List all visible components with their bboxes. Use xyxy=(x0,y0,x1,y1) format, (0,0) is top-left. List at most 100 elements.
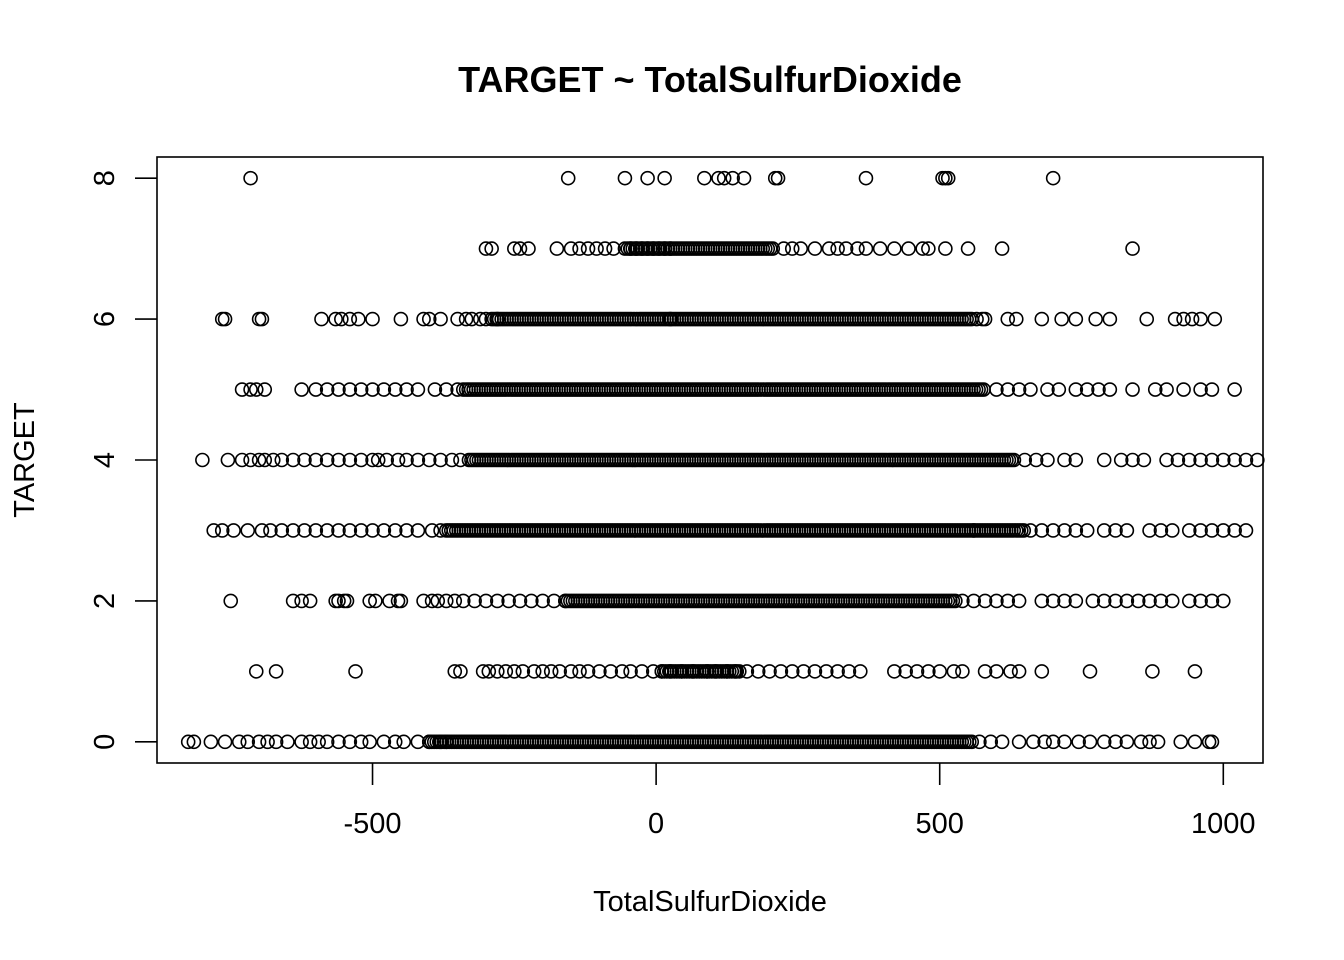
data-point xyxy=(203,734,219,750)
data-point xyxy=(1000,593,1016,609)
data-point xyxy=(268,734,284,750)
data-point xyxy=(302,734,318,750)
data-point xyxy=(560,170,576,186)
data-point xyxy=(1204,382,1220,397)
data-point xyxy=(858,170,874,186)
data-point xyxy=(368,593,383,609)
data-point xyxy=(444,452,460,468)
data-point xyxy=(793,241,809,256)
data-point xyxy=(1216,452,1231,468)
data-point xyxy=(1045,593,1061,609)
data-point xyxy=(433,311,448,327)
data-point xyxy=(1125,241,1140,256)
data-point xyxy=(977,311,993,327)
data-point xyxy=(410,382,426,397)
data-point xyxy=(331,593,346,609)
data-point xyxy=(850,241,865,256)
x-tick-label: -500 xyxy=(344,808,402,840)
data-point xyxy=(1085,593,1101,609)
data-point xyxy=(348,664,363,679)
data-point xyxy=(1216,523,1231,538)
data-point xyxy=(1108,523,1123,538)
data-point xyxy=(243,452,258,468)
data-point xyxy=(342,382,358,397)
data-point xyxy=(433,452,448,468)
data-point xyxy=(976,382,991,397)
data-point xyxy=(1054,311,1069,327)
data-point xyxy=(475,664,491,679)
data-point xyxy=(1216,593,1231,609)
data-point xyxy=(1181,452,1197,468)
data-point xyxy=(438,593,454,609)
data-point xyxy=(830,664,845,679)
data-point xyxy=(1227,452,1242,468)
data-point xyxy=(725,170,740,186)
data-point xyxy=(1011,664,1027,679)
data-point xyxy=(319,452,335,468)
data-point xyxy=(563,241,579,256)
data-point xyxy=(1193,311,1208,327)
data-point xyxy=(399,452,414,468)
data-point xyxy=(342,734,358,750)
data-point xyxy=(351,311,366,327)
data-point xyxy=(977,593,993,609)
data-point xyxy=(1193,382,1208,397)
data-point xyxy=(410,523,426,538)
data-point xyxy=(1034,523,1050,538)
data-point xyxy=(472,311,488,327)
data-point xyxy=(989,593,1004,609)
data-point xyxy=(507,241,522,256)
data-point xyxy=(240,523,256,538)
data-point xyxy=(1057,523,1072,538)
data-point xyxy=(217,311,233,327)
data-point xyxy=(1068,382,1084,397)
data-point xyxy=(543,664,559,679)
data-point xyxy=(807,664,823,679)
data-point xyxy=(940,170,956,186)
data-point xyxy=(1091,382,1106,397)
data-point xyxy=(365,523,380,538)
data-point xyxy=(731,664,747,679)
data-point xyxy=(546,593,562,609)
data-point xyxy=(773,664,789,679)
data-point xyxy=(1204,593,1220,609)
data-point xyxy=(458,311,474,327)
data-point xyxy=(1034,593,1050,609)
data-point xyxy=(921,241,936,256)
data-point xyxy=(353,523,369,538)
data-point xyxy=(453,664,468,679)
data-point xyxy=(257,382,273,397)
data-point xyxy=(603,664,619,679)
data-point xyxy=(750,664,766,679)
data-point xyxy=(765,241,781,256)
data-point xyxy=(478,241,494,256)
data-point xyxy=(447,664,463,679)
data-point xyxy=(989,664,1004,679)
data-points xyxy=(180,170,1265,750)
data-point xyxy=(966,593,982,609)
data-point xyxy=(1000,311,1016,327)
data-point xyxy=(1071,734,1086,750)
data-point xyxy=(994,241,1010,256)
data-point xyxy=(887,241,902,256)
data-point xyxy=(955,664,970,679)
data-point xyxy=(223,593,239,609)
data-point xyxy=(416,593,431,609)
data-point xyxy=(319,523,335,538)
data-point xyxy=(1184,311,1200,327)
data-point xyxy=(1108,593,1123,609)
data-point xyxy=(932,664,948,679)
data-point xyxy=(1150,734,1166,750)
data-point xyxy=(376,734,392,750)
data-point xyxy=(353,452,369,468)
data-point xyxy=(1204,452,1220,468)
data-point xyxy=(597,241,613,256)
data-point xyxy=(251,452,267,468)
data-point xyxy=(467,593,482,609)
data-point xyxy=(1096,452,1112,468)
data-point xyxy=(342,311,358,327)
data-point xyxy=(512,593,528,609)
data-point xyxy=(342,452,358,468)
data-point xyxy=(274,452,290,468)
data-point xyxy=(464,311,480,327)
